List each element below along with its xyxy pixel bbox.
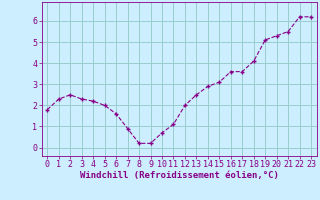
X-axis label: Windchill (Refroidissement éolien,°C): Windchill (Refroidissement éolien,°C): [80, 171, 279, 180]
